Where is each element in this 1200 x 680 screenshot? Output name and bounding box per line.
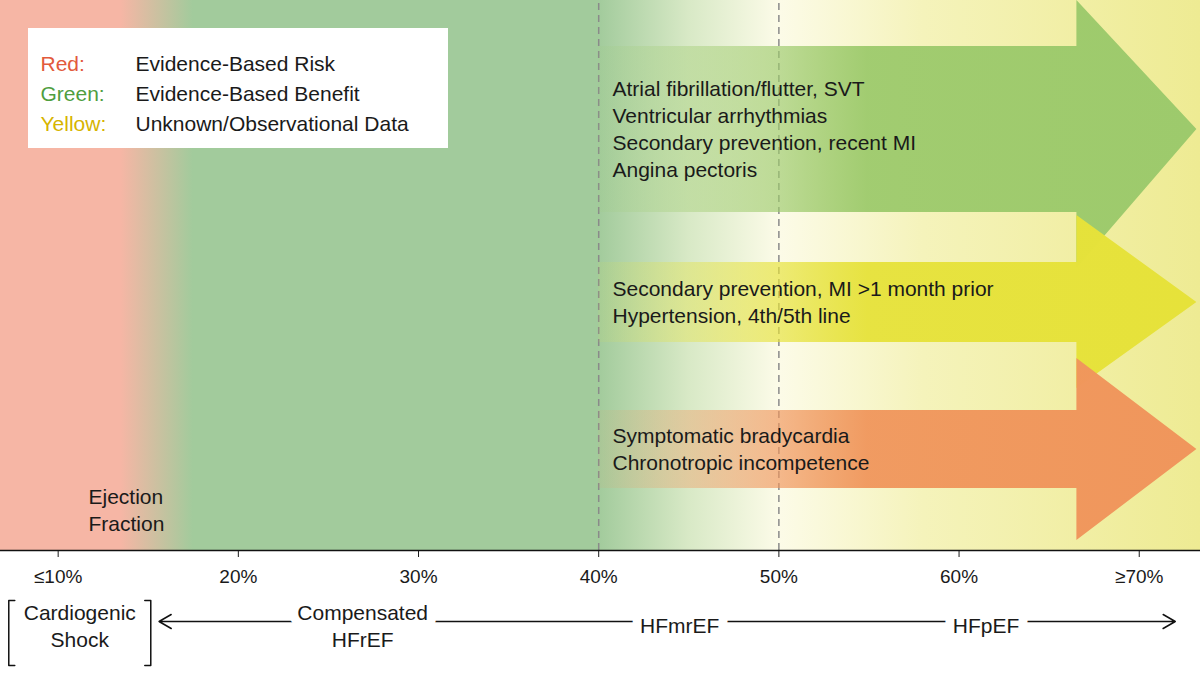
svg-text:50%: 50%: [760, 566, 798, 587]
svg-text:Secondary prevention, MI >1 mo: Secondary prevention, MI >1 month prior: [613, 277, 994, 300]
svg-text:30%: 30%: [400, 566, 438, 587]
svg-text:EjectionFraction: EjectionFraction: [89, 485, 165, 535]
svg-text:HFmrEF: HFmrEF: [640, 614, 719, 637]
svg-text:40%: 40%: [580, 566, 618, 587]
svg-text:20%: 20%: [219, 566, 257, 587]
svg-text:≤10%: ≤10%: [34, 566, 83, 587]
svg-text:HFpEF: HFpEF: [953, 614, 1020, 637]
svg-text:Yellow:: Yellow:: [41, 112, 107, 135]
svg-text:Red:: Red:: [41, 52, 85, 75]
svg-text:Atrial fibrillation/flutter, S: Atrial fibrillation/flutter, SVT: [613, 77, 865, 100]
svg-text:Evidence-Based Risk: Evidence-Based Risk: [136, 52, 336, 75]
svg-text:Ventricular arrhythmias: Ventricular arrhythmias: [613, 104, 828, 127]
svg-text:Hypertension, 4th/5th line: Hypertension, 4th/5th line: [613, 304, 851, 327]
svg-text:Symptomatic bradycardia: Symptomatic bradycardia: [613, 424, 850, 447]
svg-text:Green:: Green:: [41, 82, 105, 105]
svg-text:≥70%: ≥70%: [1115, 566, 1164, 587]
svg-text:Secondary prevention, recent M: Secondary prevention, recent MI: [613, 131, 917, 154]
svg-text:Angina pectoris: Angina pectoris: [613, 158, 758, 181]
svg-text:60%: 60%: [940, 566, 978, 587]
svg-text:Chronotropic incompetence: Chronotropic incompetence: [613, 451, 870, 474]
svg-text:Evidence-Based Benefit: Evidence-Based Benefit: [136, 82, 360, 105]
svg-text:Unknown/Observational Data: Unknown/Observational Data: [136, 112, 409, 135]
svg-text:CardiogenicShock: CardiogenicShock: [24, 601, 136, 651]
svg-text:CompensatedHFrEF: CompensatedHFrEF: [297, 601, 428, 651]
